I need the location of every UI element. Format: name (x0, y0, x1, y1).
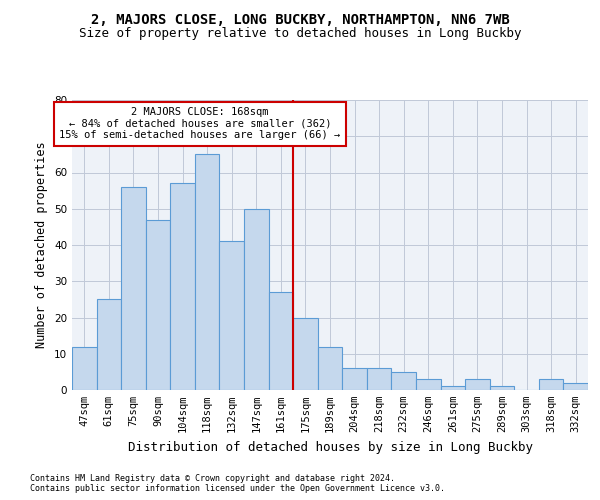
Bar (416, 379, 440, 390)
Text: Contains HM Land Registry data © Crown copyright and database right 2024.: Contains HM Land Registry data © Crown c… (30, 474, 395, 483)
Bar (146, 220, 170, 390)
Bar (220, 242, 244, 390)
Bar (490, 386, 514, 390)
Bar (269, 292, 293, 390)
Bar (72, 346, 97, 390)
Text: 2 MAJORS CLOSE: 168sqm
← 84% of detached houses are smaller (362)
15% of semi-de: 2 MAJORS CLOSE: 168sqm ← 84% of detached… (59, 108, 340, 140)
Bar (563, 383, 588, 390)
Bar (170, 184, 195, 390)
Bar (342, 368, 367, 390)
Text: Size of property relative to detached houses in Long Buckby: Size of property relative to detached ho… (79, 28, 521, 40)
Bar (97, 300, 121, 390)
Bar (293, 318, 318, 390)
Text: Contains public sector information licensed under the Open Government Licence v3: Contains public sector information licen… (30, 484, 445, 493)
Bar (367, 368, 391, 390)
Bar (318, 346, 342, 390)
Y-axis label: Number of detached properties: Number of detached properties (35, 142, 49, 348)
Bar (121, 187, 146, 390)
Bar (244, 209, 269, 390)
Text: 2, MAJORS CLOSE, LONG BUCKBY, NORTHAMPTON, NN6 7WB: 2, MAJORS CLOSE, LONG BUCKBY, NORTHAMPTO… (91, 12, 509, 26)
X-axis label: Distribution of detached houses by size in Long Buckby: Distribution of detached houses by size … (128, 440, 533, 454)
Bar (195, 154, 220, 390)
Bar (539, 379, 563, 390)
Bar (465, 379, 490, 390)
Bar (440, 386, 465, 390)
Bar (391, 372, 416, 390)
